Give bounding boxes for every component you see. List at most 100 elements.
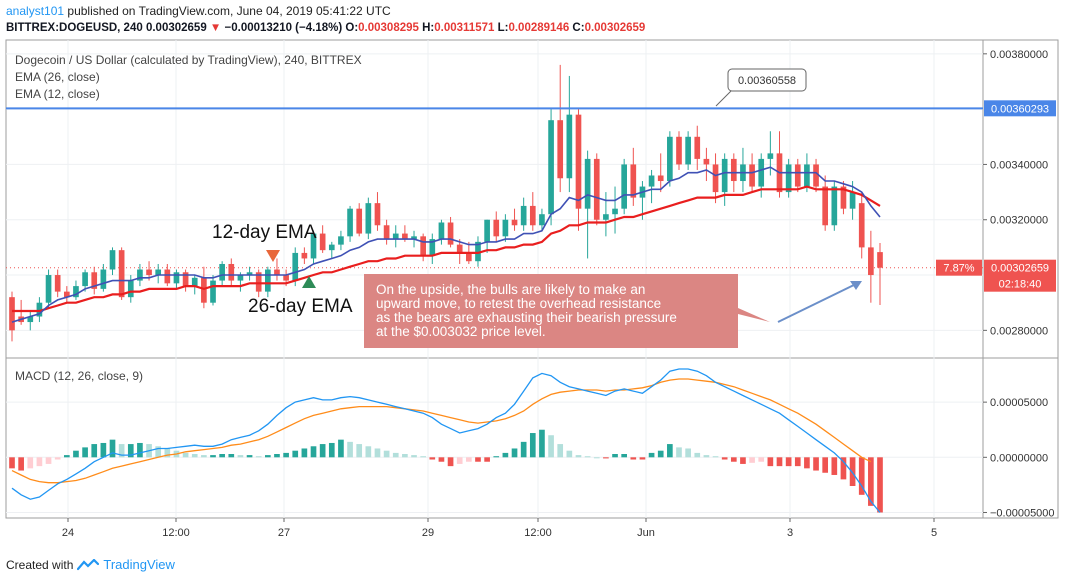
note-line-1: On the upside, the bulls are likely to m… (376, 282, 645, 297)
price-axis[interactable]: 0.00380000 0.00340000 0.00320000 0.00280000 (983, 49, 1048, 338)
macd-histogram-bar (840, 457, 847, 480)
candle-body (584, 158, 591, 209)
macd-histogram-bar (27, 457, 34, 469)
macd-histogram-bar (191, 454, 198, 458)
candle-body (118, 250, 125, 298)
down-marker-icon (266, 250, 280, 262)
candle-body (657, 175, 664, 182)
macd-histogram-bar (804, 457, 810, 469)
note-line-2: upward move, to retest the overhead resi… (376, 296, 661, 311)
ema26-legend: EMA (26, close) (15, 70, 100, 84)
candle-body (91, 272, 98, 289)
candle-body (858, 203, 865, 248)
candle-body (109, 250, 116, 270)
macd-histogram-bar (54, 457, 61, 460)
time-tick-label: Jun (637, 527, 655, 539)
macd-histogram-bar (630, 457, 637, 460)
macd-histogram-bar (831, 457, 838, 475)
candle-body (164, 269, 171, 284)
candle-body (758, 158, 765, 187)
macd-histogram-bar (137, 442, 143, 458)
time-tick-label: 29 (422, 527, 434, 539)
candle-body (173, 272, 180, 284)
macd-histogram-bar (18, 457, 24, 471)
change-value: −0.00013210 (−4.18%) (224, 22, 343, 34)
candle-body (520, 205, 527, 226)
grid-lines (6, 40, 983, 518)
note-text: On the upside, the bulls are likely to m… (376, 282, 681, 339)
macd-histogram-bar (228, 454, 235, 458)
candle-body (182, 272, 189, 287)
macd-histogram-bar (237, 455, 244, 458)
macd-histogram-bar (566, 450, 573, 458)
macd-histogram-bar (82, 447, 88, 458)
candle-body (529, 205, 536, 226)
macd-histogram-bar (392, 452, 399, 458)
time-tick-label: 5 (931, 527, 937, 539)
candle-body (246, 272, 253, 276)
candle-body (447, 222, 454, 245)
high-value: 0.00311571 (434, 22, 495, 34)
candle-body (374, 203, 381, 226)
last-price-label: 0.00302659 (991, 263, 1049, 275)
note-box[interactable] (364, 274, 770, 348)
macd-histogram-bar (849, 457, 856, 486)
candle-body (621, 164, 628, 209)
macd-histogram-bar (794, 457, 801, 467)
candle-body (493, 219, 500, 237)
macd-histogram-bar (767, 457, 774, 467)
candle-body (822, 186, 829, 226)
macd-histogram-bar (328, 442, 335, 458)
macd-histogram-bar (593, 457, 600, 459)
tradingview-brand-link[interactable]: TradingView (103, 557, 175, 572)
tradingview-logo-icon (77, 558, 100, 570)
ema12-line (11, 166, 881, 323)
note-line-3: as the bears are exhausting their bearis… (376, 310, 677, 325)
macd-histogram-bar (246, 455, 253, 458)
macd-pane (9, 368, 883, 513)
macd-histogram-bar (201, 455, 207, 458)
macd-tick-label: 0.00005000 (990, 397, 1048, 409)
candle-body (703, 158, 710, 165)
candle-body (694, 136, 701, 159)
candle-body (255, 272, 262, 292)
candle-body (593, 158, 600, 220)
candle-body (319, 233, 326, 251)
time-axis[interactable]: 24 12:00 27 29 12:00 Jun 3 5 (62, 518, 937, 539)
candle-body (411, 236, 417, 240)
time-tick-label: 27 (278, 527, 290, 539)
trading-chart[interactable]: Dogecoin / US Dollar (calculated by Trad… (0, 38, 1068, 552)
candle-body (392, 233, 399, 240)
candle-body (648, 175, 655, 187)
candle-body (484, 219, 490, 242)
candle-body (767, 153, 774, 159)
macd-axis[interactable]: 0.00005000 0.00000000 −0.00005000 (983, 397, 1055, 519)
macd-histogram-bar (73, 450, 79, 458)
macd-histogram-bar (255, 456, 262, 458)
macd-histogram-bar (639, 457, 646, 460)
up-marker-icon (302, 276, 316, 288)
macd-histogram-bar (155, 446, 162, 458)
macd-histogram-bar (429, 457, 436, 460)
candle-body (301, 252, 308, 259)
candle-body (612, 208, 618, 215)
publish-header: analyst101 published on TradingView.com,… (6, 4, 391, 18)
macd-histogram-bar (758, 457, 765, 462)
chart-title: Dogecoin / US Dollar (calculated by Trad… (15, 53, 362, 67)
macd-histogram-bar (447, 457, 454, 467)
candle-body (749, 164, 755, 187)
candle-body (82, 272, 88, 287)
macd-histogram-bar (694, 452, 701, 458)
macd-signal-line (11, 378, 872, 484)
candle-body (685, 136, 691, 165)
macd-histogram-bar (91, 444, 98, 458)
macd-histogram-bar (813, 457, 819, 471)
resistance-callout-box[interactable] (727, 68, 807, 92)
candle-body (502, 219, 509, 237)
candle-body (365, 203, 372, 234)
candle-body (804, 164, 810, 187)
ema12-legend: EMA (12, close) (15, 87, 100, 101)
author-link[interactable]: analyst101 (6, 4, 65, 18)
macd-histogram-bar (301, 448, 308, 458)
candle-body (328, 244, 335, 251)
